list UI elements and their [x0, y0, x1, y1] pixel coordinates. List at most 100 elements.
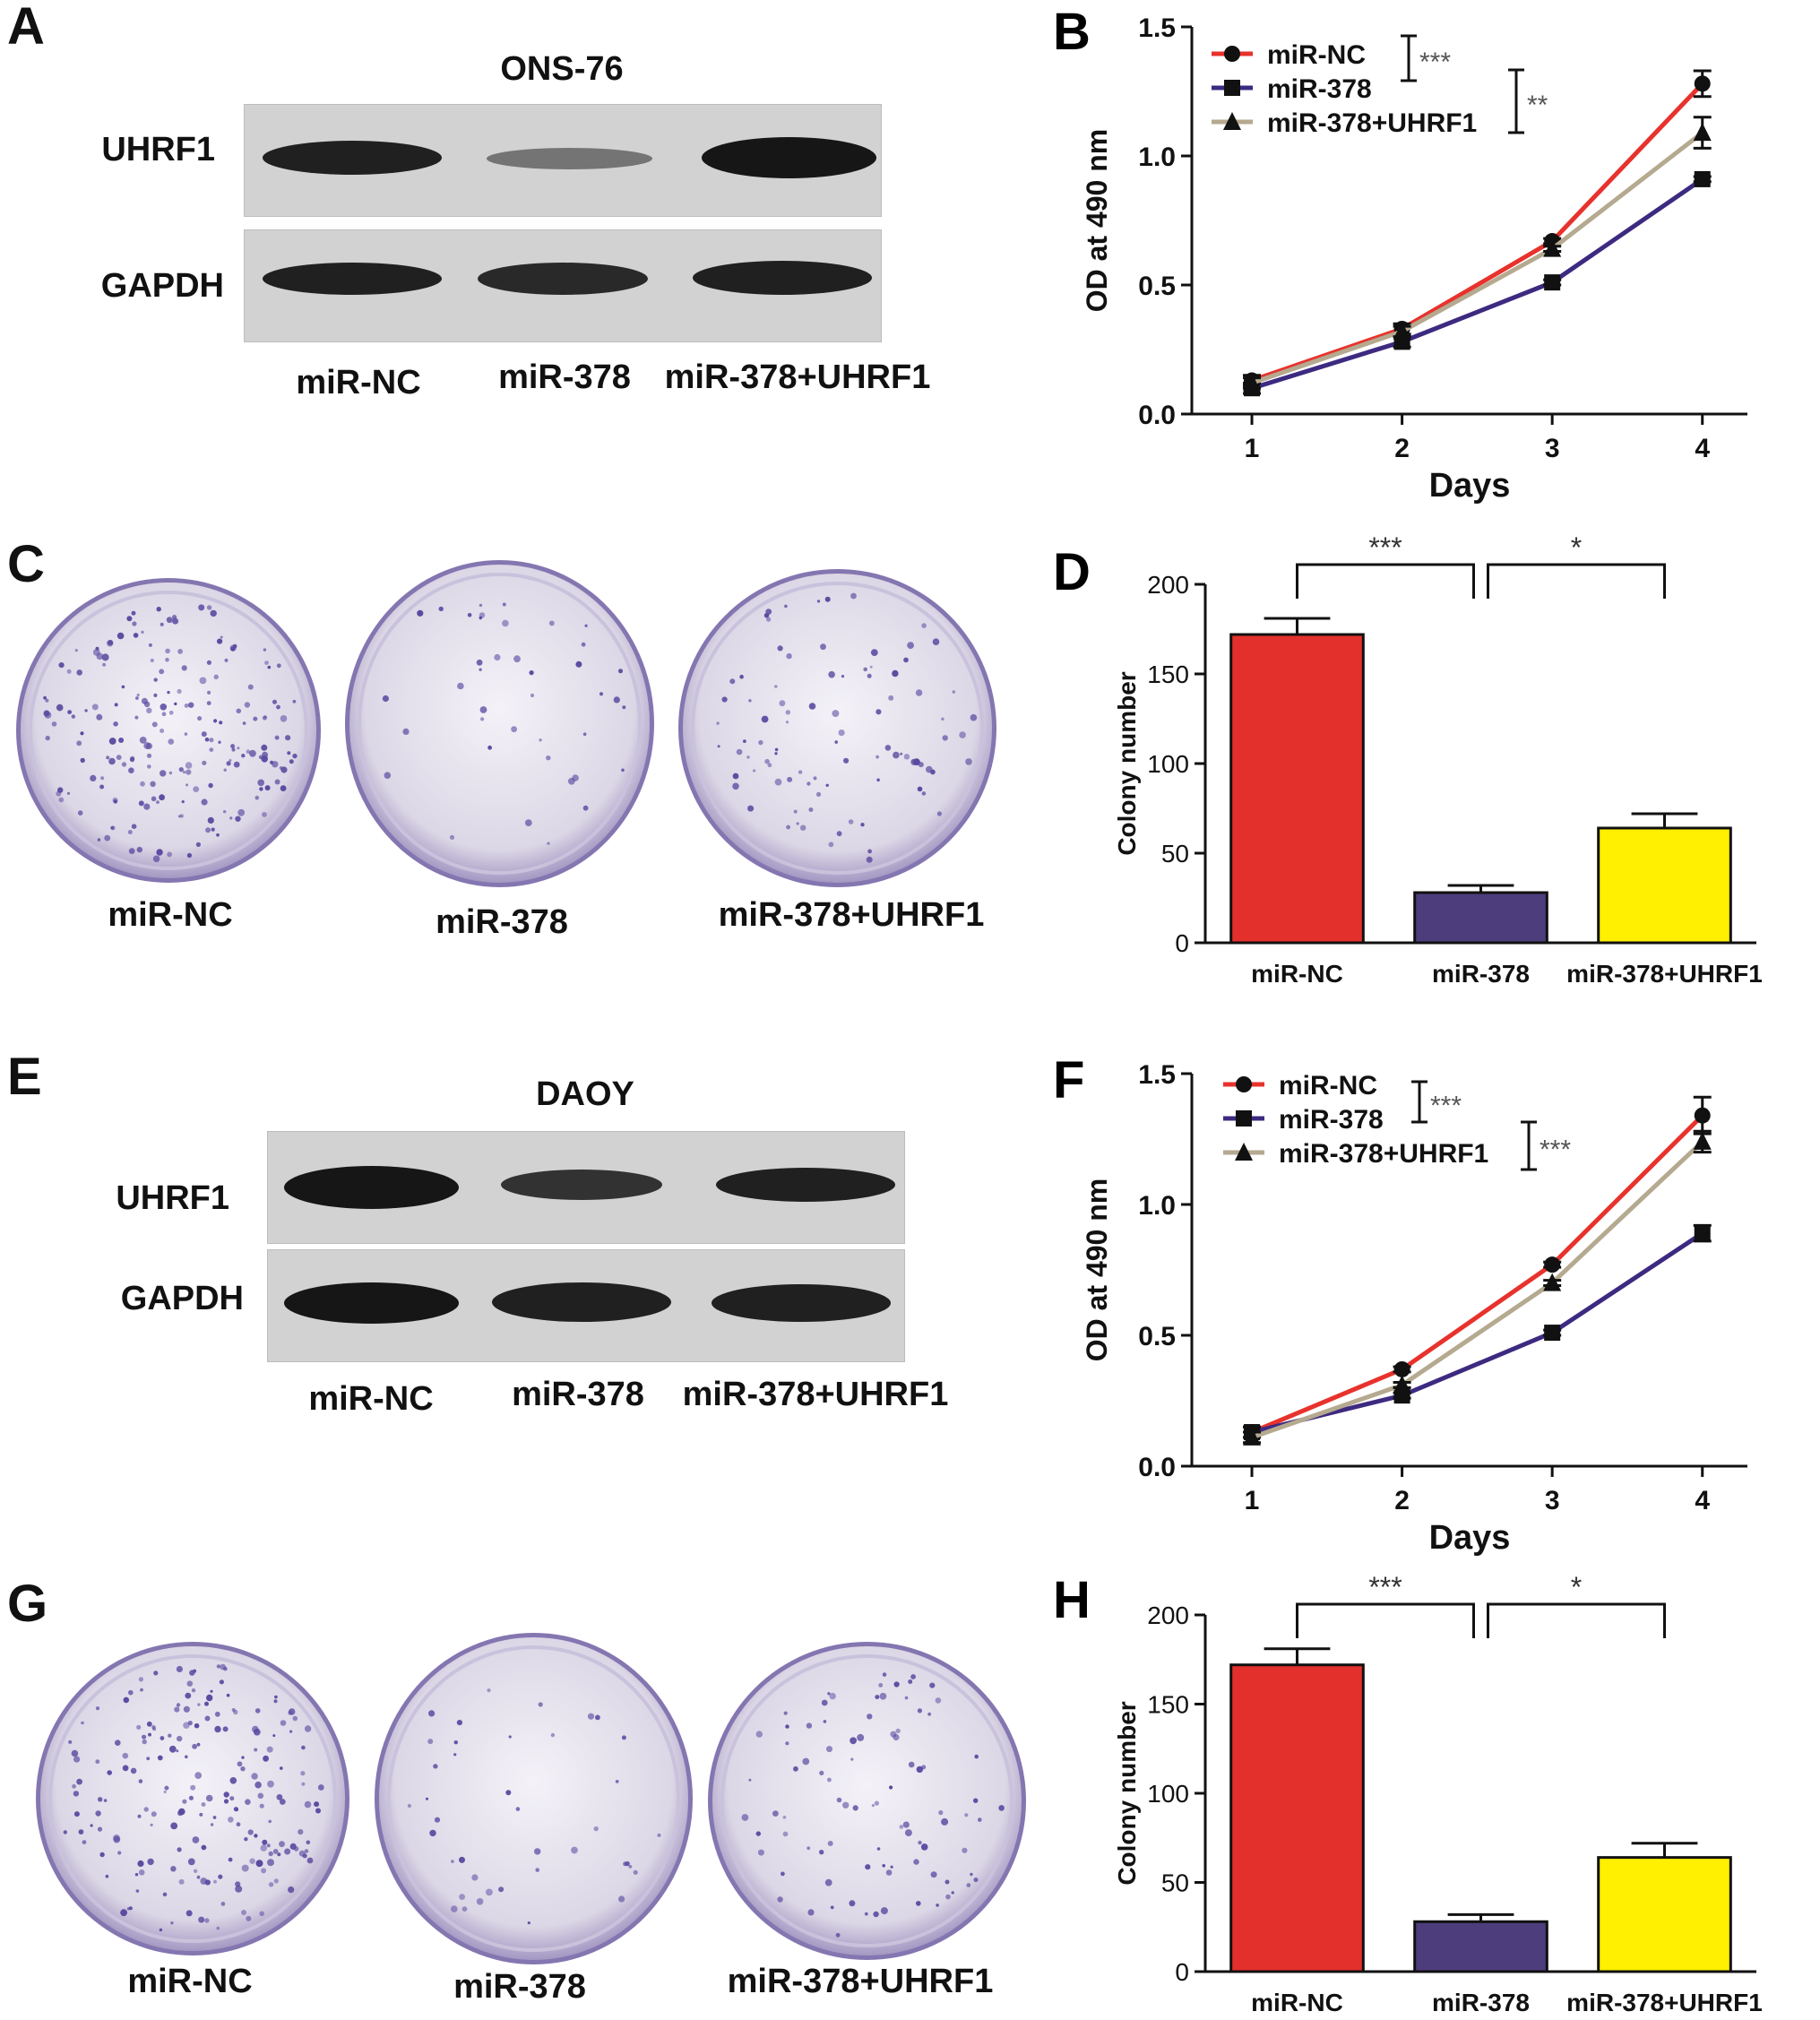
- colony: [587, 1713, 595, 1720]
- colony: [834, 740, 838, 744]
- colony: [417, 609, 424, 617]
- colony: [190, 1784, 196, 1791]
- series-line: [1251, 1113, 1704, 1435]
- colony: [241, 1756, 245, 1759]
- significance-stars: *: [1571, 531, 1582, 564]
- colony: [208, 782, 213, 789]
- colony: [618, 1895, 625, 1903]
- y-tick-label: 0.5: [1138, 272, 1176, 301]
- data-point: [1243, 1427, 1262, 1446]
- colony: [467, 613, 472, 617]
- colony: [279, 1841, 285, 1848]
- colony: [232, 643, 237, 649]
- dish-rim: [387, 1645, 680, 1952]
- colony: [903, 754, 910, 760]
- colony: [241, 1910, 246, 1915]
- colony: [755, 1831, 761, 1836]
- colony: [143, 803, 151, 810]
- colony: [910, 758, 918, 765]
- colony: [77, 810, 83, 816]
- colony: [941, 717, 945, 721]
- colony: [72, 1783, 76, 1789]
- colony: [786, 824, 790, 830]
- colony: [453, 1753, 457, 1757]
- colony: [978, 1817, 982, 1822]
- colony: [185, 783, 189, 787]
- x-axis-label: Days: [1429, 1519, 1511, 1557]
- colony: [314, 1801, 320, 1808]
- legend-label: miR-378: [1279, 1105, 1384, 1135]
- colony: [210, 609, 217, 617]
- colony: [633, 1869, 638, 1875]
- colony: [292, 753, 298, 759]
- colony: [267, 1859, 274, 1867]
- colony: [515, 1807, 521, 1811]
- colony: [613, 696, 620, 704]
- colony: [970, 713, 978, 721]
- colony: [964, 1813, 969, 1817]
- colony: [178, 767, 184, 773]
- y-tick-label: 0.5: [1138, 1322, 1176, 1351]
- colony: [962, 1847, 968, 1853]
- colony: [595, 1714, 600, 1721]
- colony: [816, 600, 821, 603]
- colony: [80, 757, 85, 764]
- colony: [132, 621, 137, 626]
- dish-plate: [678, 569, 996, 887]
- colony: [487, 1688, 491, 1693]
- panel-letter-h: H: [1053, 1571, 1091, 1629]
- colony: [81, 1721, 84, 1725]
- colony: [224, 658, 229, 662]
- colony: [263, 1755, 269, 1762]
- colony: [820, 643, 826, 651]
- colony: [168, 1745, 177, 1753]
- series-line: [1251, 177, 1704, 391]
- colony: [885, 1869, 893, 1876]
- colony: [245, 1799, 251, 1805]
- panel-letter-e: E: [7, 1048, 42, 1106]
- colony: [785, 1741, 789, 1746]
- colony: [185, 769, 192, 775]
- blot-band: [478, 263, 648, 295]
- colony: [146, 1757, 151, 1761]
- colony: [148, 643, 152, 647]
- legend-marker: [1236, 1076, 1252, 1092]
- colony: [917, 786, 923, 792]
- data-point: [1544, 274, 1561, 291]
- colony: [168, 1733, 172, 1738]
- colony: [748, 699, 752, 703]
- colony: [220, 1663, 226, 1670]
- colony: [807, 1909, 815, 1916]
- y-tick-label: 0.0: [1138, 401, 1176, 430]
- colony: [117, 1851, 122, 1855]
- colony: [808, 703, 816, 710]
- colony: [197, 716, 203, 721]
- colony: [156, 607, 161, 612]
- colony: [449, 834, 455, 840]
- colony: [280, 785, 287, 791]
- colony: [907, 642, 914, 649]
- colony: [571, 1846, 578, 1854]
- colony-dish: [678, 569, 996, 887]
- colony: [193, 1869, 198, 1873]
- colony: [237, 808, 246, 816]
- colony: [128, 767, 134, 773]
- colony: [233, 1807, 238, 1812]
- colony: [582, 805, 589, 811]
- colony: [842, 1801, 850, 1809]
- colony: [315, 1808, 321, 1814]
- colony: [304, 1800, 312, 1809]
- x-tick-label: 1: [1245, 434, 1260, 463]
- data-point: [1393, 1360, 1410, 1377]
- wb-label-uhrf1: UHRF1: [101, 131, 215, 168]
- colony: [201, 1802, 206, 1807]
- colony: [529, 670, 534, 676]
- colony: [863, 667, 867, 672]
- colony: [219, 1679, 224, 1685]
- colony: [182, 770, 186, 774]
- colony: [850, 592, 857, 600]
- colony: [143, 1807, 149, 1812]
- colony: [806, 1722, 813, 1729]
- colony: [134, 1873, 139, 1877]
- colony: [177, 1847, 182, 1852]
